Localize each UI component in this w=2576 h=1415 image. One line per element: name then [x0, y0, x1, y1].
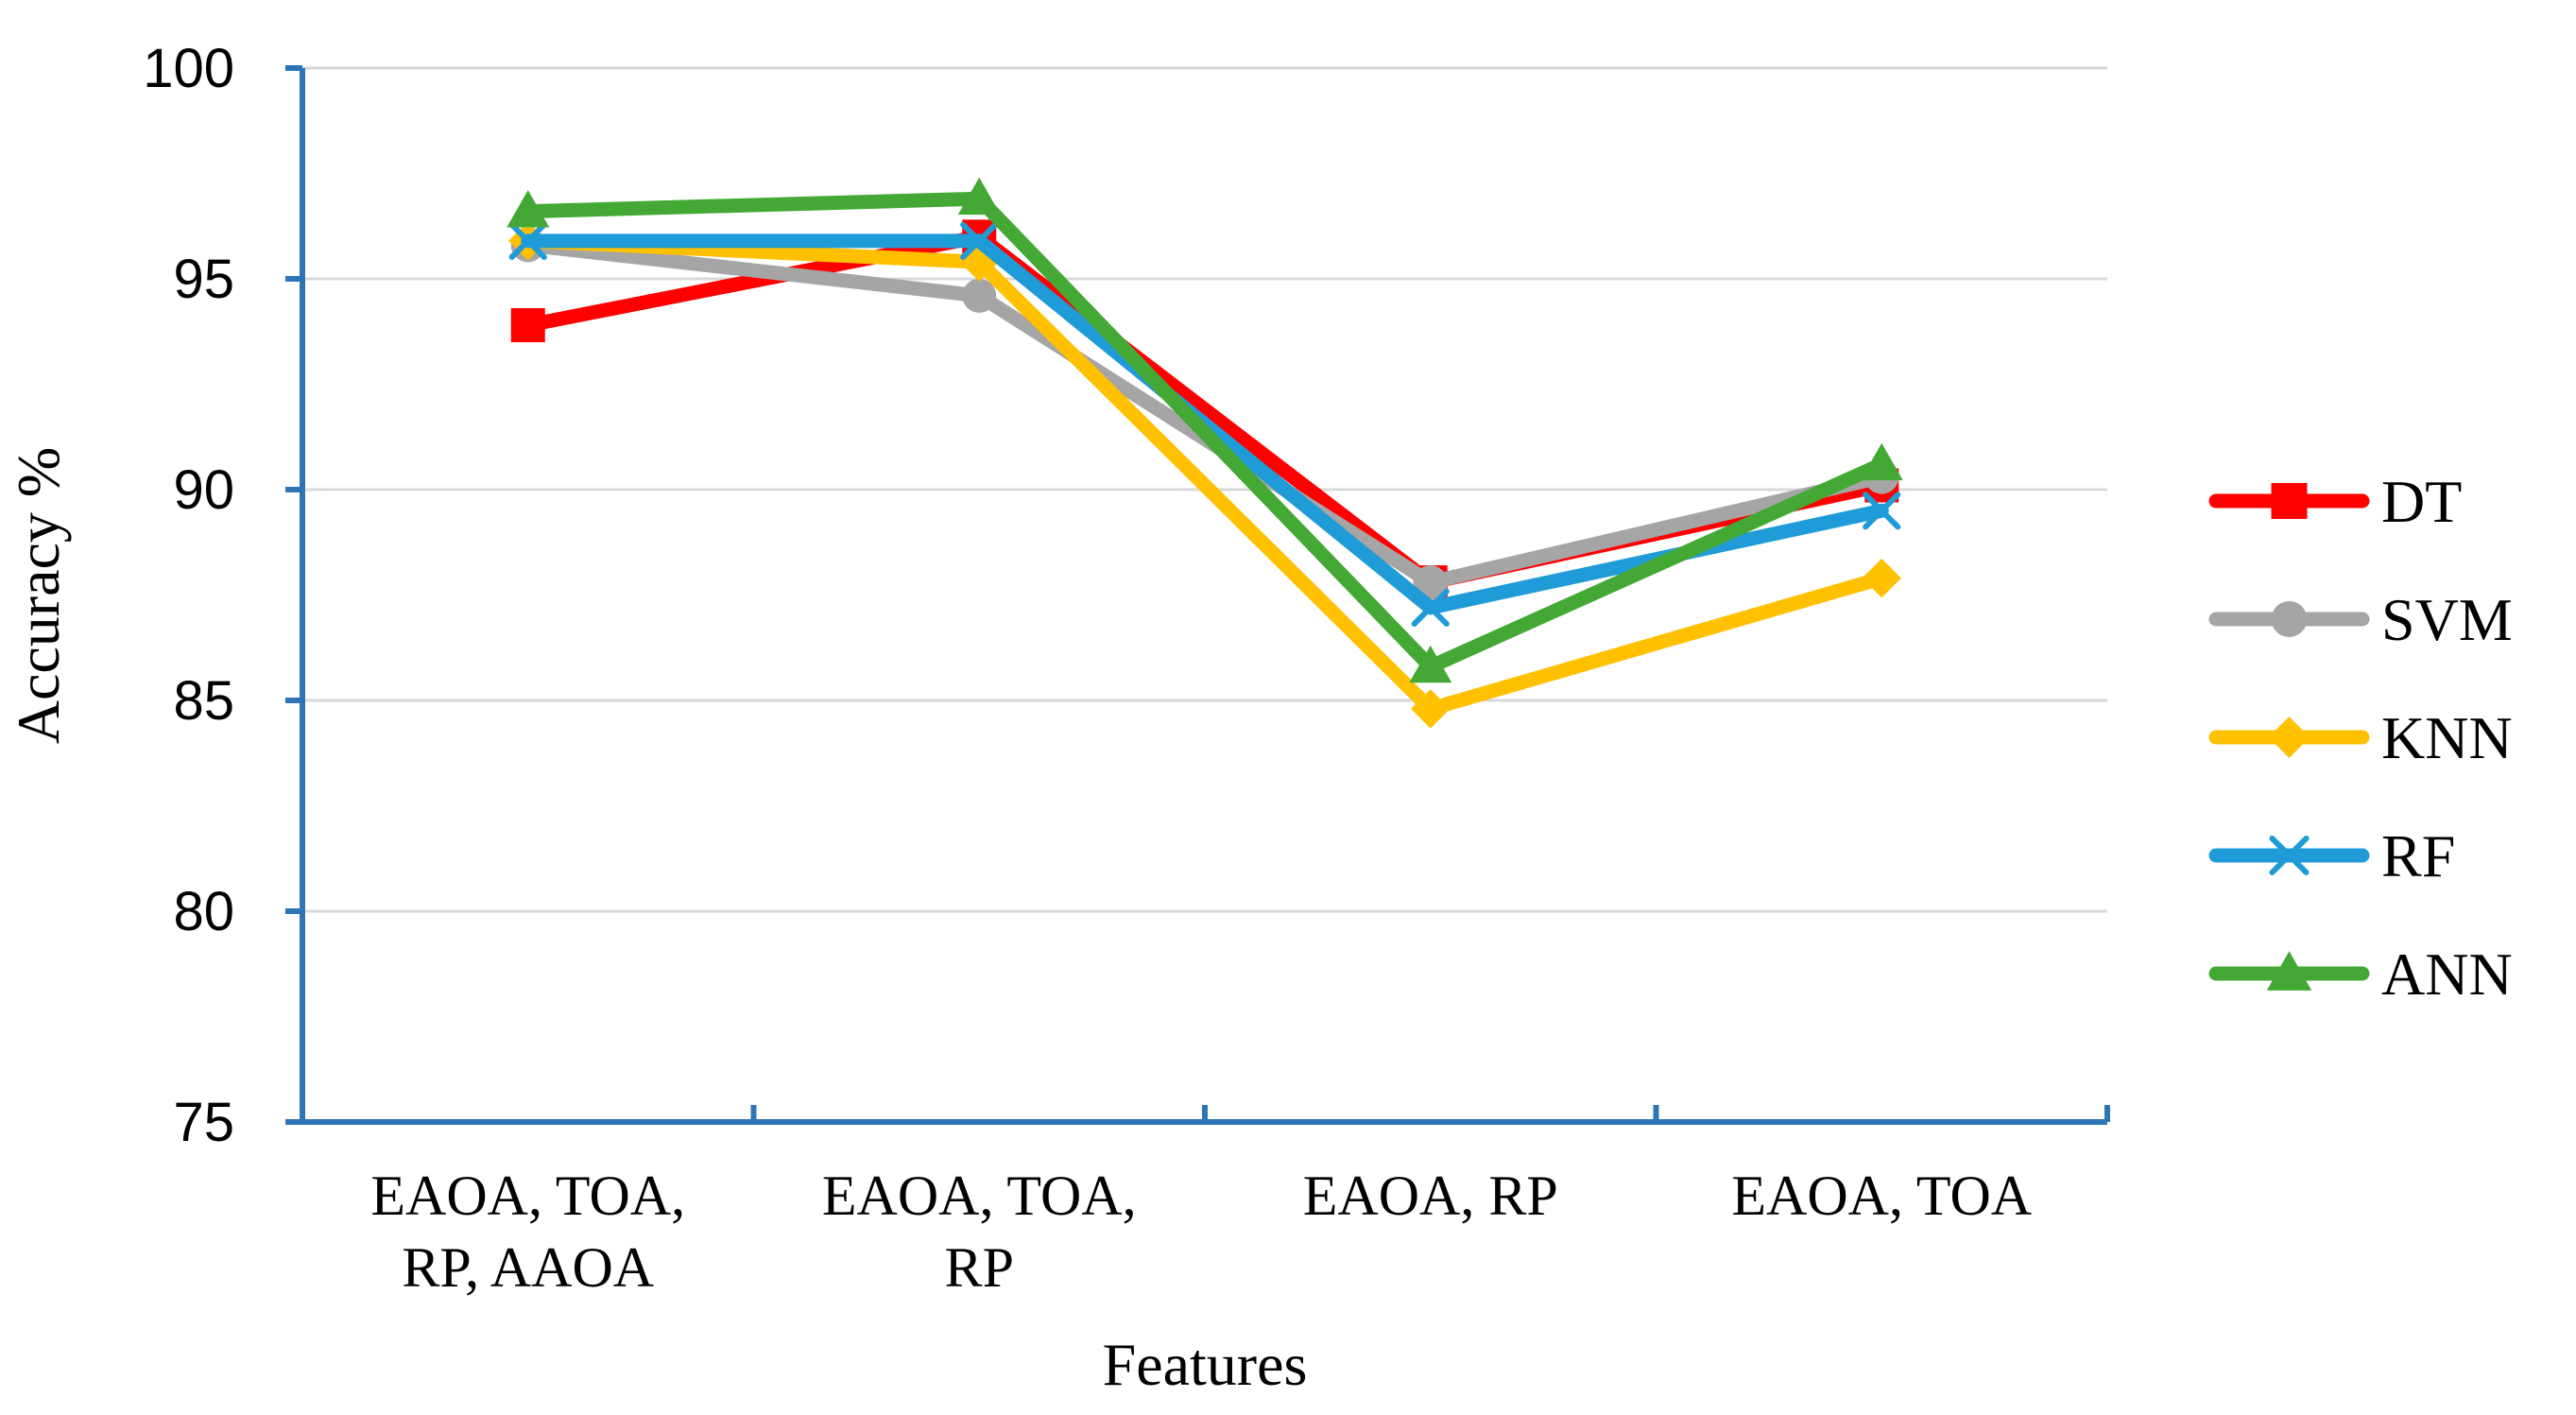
legend-label: KNN: [2381, 704, 2513, 771]
legend-item-svm: SVM: [2208, 586, 2513, 653]
legend: DT SVM KNN RF ANN: [2208, 468, 2513, 1008]
data-point-ann: [1409, 645, 1452, 683]
data-point-rf: [1863, 492, 1901, 530]
x-tick-label: EAOA, TOA, RP, AAOA: [370, 1165, 685, 1299]
data-point-ann: [1860, 442, 1903, 481]
y-tick-label: 95: [173, 249, 234, 310]
series-ann: [507, 177, 1903, 683]
legend-marker: [2268, 716, 2310, 758]
series-lines: [507, 177, 1903, 729]
data-point-knn: [1411, 689, 1451, 729]
legend-label: RF: [2381, 822, 2455, 889]
legend-item-knn: KNN: [2208, 704, 2513, 771]
legend-marker: [2271, 483, 2308, 519]
x-tick-label: EAOA, TOA: [1731, 1165, 2032, 1227]
data-point-ann: [957, 177, 1001, 216]
legend-item-dt: DT: [2208, 468, 2462, 535]
data-point-rf: [1411, 588, 1450, 627]
legend-marker: [2266, 951, 2312, 991]
y-tick-label: 90: [173, 459, 234, 521]
legend-label: SVM: [2381, 586, 2513, 653]
y-tick-label: 100: [143, 38, 234, 99]
x-tick-label: EAOA, TOA, RP: [822, 1165, 1137, 1299]
data-point-rf: [508, 221, 547, 260]
axes: [285, 65, 2110, 1125]
data-point-rf: [960, 221, 999, 260]
y-tick-label: 75: [173, 1092, 234, 1153]
data-point-svm: [1413, 565, 1448, 600]
series-line-ann: [521, 191, 1889, 674]
legend-marker: [2269, 835, 2310, 876]
y-tick-label: 80: [173, 881, 234, 942]
legend-marker: [2271, 601, 2308, 637]
x-tick-label: EAOA, RP: [1303, 1165, 1558, 1227]
series-line-knn: [521, 233, 1889, 716]
legend-item-ann: ANN: [2208, 940, 2513, 1008]
data-point-knn: [1862, 558, 1901, 598]
x-axis-title: Features: [1103, 1331, 1308, 1398]
y-tick-label: 85: [173, 670, 234, 732]
data-point-dt: [510, 308, 545, 343]
x-tick-labels: EAOA, TOA, RP, AAOA EAOA, TOA, RP EAOA, RP EA…: [370, 1165, 2032, 1299]
series-knn: [508, 221, 1901, 729]
data-point-svm: [962, 278, 997, 313]
y-axis-title: Accuracy %: [5, 447, 72, 744]
y-tick-labels: 75 80 85 90 95 100: [143, 38, 234, 1153]
data-point-ann: [507, 190, 550, 228]
legend-item-rf: RF: [2208, 822, 2455, 889]
legend-label: DT: [2381, 468, 2462, 535]
legend-label: ANN: [2381, 940, 2513, 1008]
